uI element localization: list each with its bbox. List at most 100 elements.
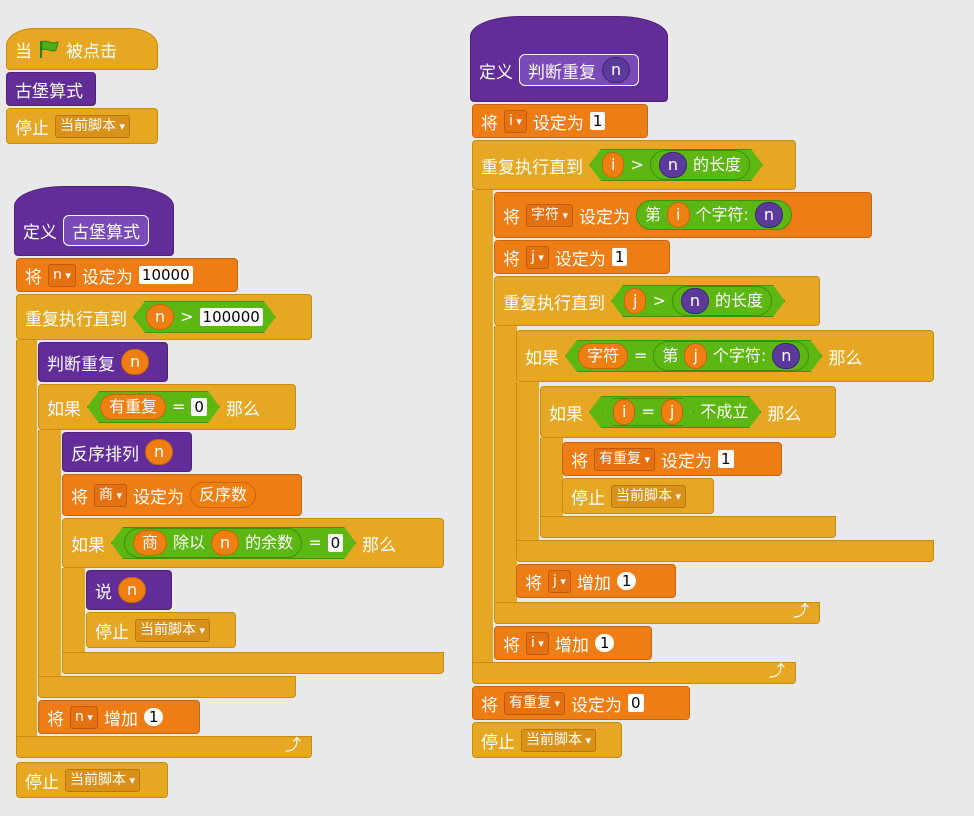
if-char-end bbox=[516, 540, 934, 562]
value-input[interactable]: 1 bbox=[616, 572, 637, 590]
rem-label: 的余数 bbox=[245, 533, 294, 552]
gt-operator[interactable]: n > 100000 bbox=[133, 301, 276, 333]
if-label: 如果 bbox=[47, 399, 81, 420]
set-n-block[interactable]: 将 n 设定为 10000 bbox=[16, 258, 238, 292]
then-label: 那么 bbox=[767, 404, 802, 425]
set-quotient-block[interactable]: 将 商 设定为 反序数 bbox=[62, 474, 302, 516]
change-label: 增加 bbox=[103, 709, 138, 730]
eq-sign: = bbox=[634, 346, 648, 365]
set-char-block[interactable]: 将 字符 设定为 第 i 个字符: n bbox=[494, 192, 872, 238]
eq-operator[interactable]: 有重复 = 0 bbox=[87, 391, 220, 423]
stop-option-dropdown[interactable]: 当前脚本 bbox=[521, 728, 597, 752]
define-name-label: 判断重复 bbox=[528, 62, 596, 83]
change-j-block[interactable]: 将 j 增加 1 bbox=[516, 564, 676, 598]
not-operator[interactable]: i = j 不成立 bbox=[589, 396, 761, 428]
var-dropdown[interactable]: i bbox=[526, 631, 549, 655]
reverse-block[interactable]: 反序排列 n bbox=[62, 432, 192, 472]
if-char-block[interactable]: 如果 字符 = 第 j 个字符: n 那么 bbox=[516, 330, 934, 382]
repeat-label: 重复执行直到 bbox=[503, 293, 605, 314]
stop-block-3[interactable]: 停止 当前脚本 bbox=[16, 762, 168, 798]
change-i-block[interactable]: 将 i 增加 1 bbox=[494, 626, 652, 660]
call-castle-block[interactable]: 古堡算式 bbox=[6, 72, 96, 106]
var-dropdown[interactable]: i bbox=[504, 109, 527, 133]
value-input[interactable]: 0 bbox=[628, 694, 644, 712]
eq-sign: = bbox=[641, 402, 655, 421]
var-dropdown[interactable]: 有重复 bbox=[594, 447, 656, 471]
var-dropdown[interactable]: j bbox=[548, 569, 571, 593]
define-label: 定义 bbox=[23, 222, 57, 243]
set-has-repeat-zero-block[interactable]: 将 有重复 设定为 0 bbox=[472, 686, 690, 720]
value-input[interactable]: 1 bbox=[594, 634, 615, 652]
repeat-until-block[interactable]: 重复执行直到 n > 100000 bbox=[16, 294, 312, 340]
eq-operator[interactable]: 字符 = 第 j 个字符: n bbox=[565, 340, 822, 372]
eq-sign: = bbox=[308, 533, 322, 552]
set-has-repeat-block[interactable]: 将 有重复 设定为 1 bbox=[562, 442, 782, 476]
eq-operator[interactable]: 商 除以 n 的余数 = 0 bbox=[111, 527, 356, 559]
repeat-wall bbox=[16, 340, 37, 738]
char-label: 个字符: bbox=[695, 205, 749, 224]
length-label: 的长度 bbox=[693, 155, 742, 174]
if-not-wall bbox=[540, 438, 563, 520]
stop-label: 停止 bbox=[15, 118, 49, 139]
repeat-label: 重复执行直到 bbox=[481, 157, 583, 178]
value-input[interactable]: 10000 bbox=[138, 266, 193, 284]
mod-operator[interactable]: 商 除以 n 的余数 bbox=[124, 528, 302, 558]
change-n-block[interactable]: 将 n 增加 1 bbox=[38, 700, 200, 734]
gt-operator[interactable]: i > n 的长度 bbox=[589, 149, 763, 181]
letter-of-operator[interactable]: 第 i 个字符: n bbox=[636, 200, 793, 230]
not-label: 不成立 bbox=[700, 402, 749, 421]
var-dropdown[interactable]: n bbox=[70, 705, 98, 729]
stop-option-dropdown[interactable]: 当前脚本 bbox=[611, 484, 687, 508]
length-operator[interactable]: n 的长度 bbox=[650, 150, 750, 180]
if-block-1[interactable]: 如果 有重复 = 0 那么 bbox=[38, 384, 296, 430]
repeat-until-j[interactable]: 重复执行直到 j > n 的长度 bbox=[494, 276, 820, 326]
define-castle-block[interactable]: 定义 古堡算式 bbox=[14, 186, 174, 256]
define-judge-block[interactable]: 定义 判断重复 n bbox=[470, 16, 668, 102]
if-block-2[interactable]: 如果 商 除以 n 的余数 = 0 那么 bbox=[62, 518, 444, 568]
call-judge-block[interactable]: 判断重复 n bbox=[38, 342, 168, 382]
set-label: 将 bbox=[25, 267, 42, 288]
var-dropdown[interactable]: 字符 bbox=[526, 203, 574, 227]
green-flag-icon bbox=[38, 39, 60, 59]
var-dropdown[interactable]: 有重复 bbox=[504, 691, 566, 715]
var-dropdown[interactable]: 商 bbox=[94, 483, 128, 507]
repeat-label: 重复执行直到 bbox=[25, 309, 127, 330]
length-operator[interactable]: n 的长度 bbox=[672, 286, 772, 316]
param-n: n bbox=[772, 343, 800, 369]
stop-block-5[interactable]: 停止 当前脚本 bbox=[472, 722, 622, 758]
gt-operator[interactable]: j > n 的长度 bbox=[611, 285, 785, 317]
var-j: j bbox=[684, 343, 706, 369]
if-label: 如果 bbox=[71, 535, 105, 556]
param-n: n bbox=[754, 202, 784, 228]
var-dropdown[interactable]: n bbox=[48, 263, 76, 287]
eq-operator[interactable]: i = j bbox=[602, 398, 694, 426]
if-not-block[interactable]: 如果 i = j 不成立 那么 bbox=[540, 386, 836, 438]
stop-block-2[interactable]: 停止 当前脚本 bbox=[86, 612, 236, 648]
var-dropdown[interactable]: j bbox=[526, 245, 549, 269]
set-j-block[interactable]: 将 j 设定为 1 bbox=[494, 240, 670, 274]
value-input[interactable]: 1 bbox=[143, 708, 164, 726]
repeat-until-i[interactable]: 重复执行直到 i > n 的长度 bbox=[472, 140, 796, 190]
stop-option-dropdown[interactable]: 当前脚本 bbox=[55, 114, 131, 138]
value-input[interactable]: 0 bbox=[191, 398, 207, 416]
value-input[interactable]: 1 bbox=[611, 248, 628, 266]
value-input[interactable]: 1 bbox=[718, 450, 734, 468]
stop-block-4[interactable]: 停止 当前脚本 bbox=[562, 478, 714, 514]
repeat-wall-i bbox=[472, 190, 493, 668]
value-input[interactable]: 1 bbox=[589, 112, 606, 130]
stop-label: 停止 bbox=[571, 488, 605, 509]
var-i: i bbox=[602, 152, 624, 178]
say-block[interactable]: 说 n bbox=[86, 570, 172, 610]
stop-option-dropdown[interactable]: 当前脚本 bbox=[65, 768, 141, 792]
param-n: n bbox=[659, 152, 687, 178]
change-label: 增加 bbox=[576, 573, 611, 594]
var-quotient: 商 bbox=[133, 530, 167, 556]
stop-block-1[interactable]: 停止 当前脚本 bbox=[6, 108, 158, 144]
value-input[interactable]: 0 bbox=[328, 534, 344, 552]
set-i-block[interactable]: 将 i 设定为 1 bbox=[472, 104, 648, 138]
value-input[interactable]: 100000 bbox=[200, 308, 263, 326]
when-flag-clicked-block[interactable]: 当 被点击 bbox=[6, 28, 158, 70]
stop-option-dropdown[interactable]: 当前脚本 bbox=[135, 618, 211, 642]
letter-of-operator[interactable]: 第 j 个字符: n bbox=[653, 341, 809, 371]
set-label: 将 bbox=[503, 635, 520, 656]
